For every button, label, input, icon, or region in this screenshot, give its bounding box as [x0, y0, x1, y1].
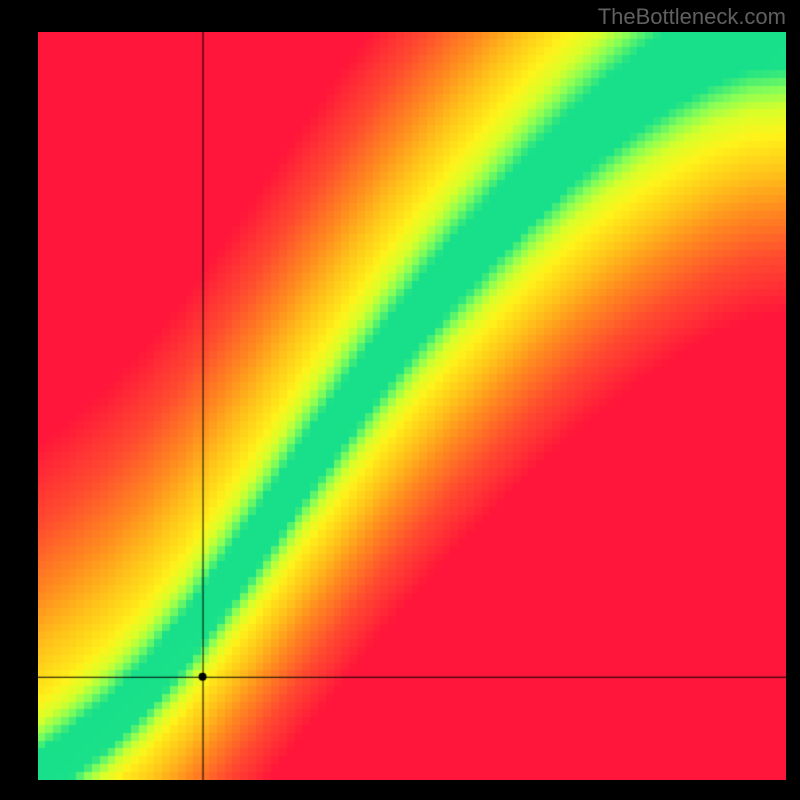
bottleneck-heatmap	[38, 32, 786, 780]
chart-container: TheBottleneck.com	[0, 0, 800, 800]
watermark-text: TheBottleneck.com	[598, 4, 786, 30]
